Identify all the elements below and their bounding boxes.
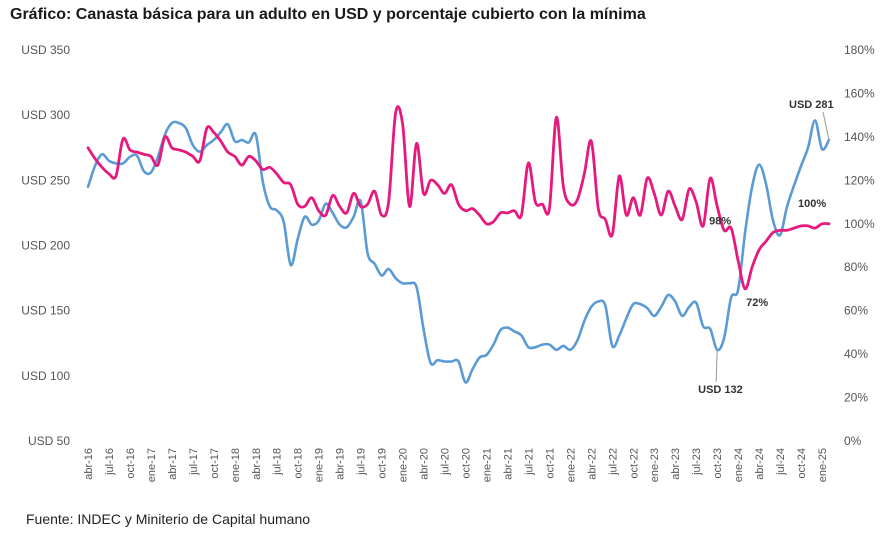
x-tick-label: ene-18	[230, 448, 242, 482]
annotation-label: 98%	[709, 215, 731, 227]
usd-series-line	[86, 119, 831, 384]
series-lines	[86, 105, 831, 384]
y-left-tick-label: USD 100	[21, 369, 70, 383]
x-tick-label: oct-18	[293, 448, 305, 479]
x-tick-label: ene-23	[649, 448, 661, 482]
x-tick-label: jul-18	[272, 448, 284, 476]
percent-series-line	[86, 105, 831, 291]
y-left-axis: USD 350 USD 300 USD 250 USD 200 USD 150 USD 1…	[21, 43, 70, 448]
x-tick-label: oct-19	[377, 448, 389, 479]
annotation-leader	[822, 111, 830, 141]
x-tick-label: oct-16	[125, 448, 137, 479]
y-right-tick-label: 100%	[844, 217, 875, 231]
x-tick-label: jul-24	[775, 448, 787, 476]
x-tick-label: ene-25	[817, 448, 829, 482]
x-tick-label: abr-24	[754, 448, 766, 480]
x-tick-label: oct-23	[712, 448, 724, 479]
chart-title: Gráfico: Canasta básica para un adulto e…	[10, 6, 646, 23]
x-tick-label: oct-22	[628, 448, 640, 479]
y-right-tick-label: 20%	[844, 391, 868, 405]
annotations: USD 281 100% 98% 72% USD 132	[698, 99, 833, 396]
annotation-label: 72%	[746, 297, 768, 309]
x-tick-label: oct-20	[460, 448, 472, 479]
x-tick-label: jul-22	[607, 448, 619, 476]
x-tick-label: abr-19	[335, 448, 347, 480]
y-left-tick-label: USD 350	[21, 43, 70, 57]
x-tick-label: abr-23	[670, 448, 682, 480]
x-tick-label: jul-17	[188, 448, 200, 476]
x-tick-label: oct-21	[544, 448, 556, 479]
x-tick-label: ene-24	[733, 448, 745, 482]
y-right-tick-label: 60%	[844, 304, 868, 318]
x-tick-label: abr-16	[83, 448, 95, 480]
y-left-tick-label: USD 300	[21, 108, 70, 122]
y-right-tick-label: 80%	[844, 260, 868, 274]
chart-source: Fuente: INDEC y Miniterio de Capital hum…	[26, 511, 311, 527]
y-left-tick-label: USD 150	[21, 304, 70, 318]
x-tick-label: ene-21	[481, 448, 493, 482]
y-left-tick-label: USD 250	[21, 173, 70, 187]
y-right-tick-label: 0%	[844, 434, 862, 448]
y-right-tick-label: 180%	[844, 43, 875, 57]
y-right-tick-label: 120%	[844, 173, 875, 187]
x-tick-label: jul-23	[691, 448, 703, 476]
x-axis: abr-16 jul-16 oct-16 ene-17 abr-17 jul-17 oct-…	[83, 448, 829, 482]
x-tick-label: abr-21	[502, 448, 514, 480]
x-tick-label: abr-17	[167, 448, 179, 480]
annotation-label: USD 132	[698, 384, 743, 396]
y-right-tick-label: 40%	[844, 347, 868, 361]
y-right-tick-label: 140%	[844, 130, 875, 144]
x-tick-label: jul-21	[523, 448, 535, 476]
x-tick-label: abr-20	[419, 448, 431, 480]
y-left-tick-label: USD 200	[21, 239, 70, 253]
x-tick-label: oct-17	[209, 448, 221, 479]
annotation-label: 100%	[798, 198, 826, 210]
y-left-tick-label: USD 50	[28, 434, 70, 448]
x-tick-label: jul-16	[104, 448, 116, 476]
x-tick-label: jul-20	[440, 448, 452, 476]
x-tick-label: jul-19	[356, 448, 368, 476]
x-tick-label: ene-20	[398, 448, 410, 482]
x-tick-label: ene-19	[314, 448, 326, 482]
x-tick-label: abr-22	[586, 448, 598, 480]
y-right-axis: 180% 160% 140% 120% 100% 80% 60% 40% 20% 0%	[844, 43, 875, 448]
annotation-leader	[715, 349, 718, 382]
x-tick-label: ene-22	[565, 448, 577, 482]
x-tick-label: ene-17	[146, 448, 158, 482]
x-tick-label: oct-24	[796, 448, 808, 479]
annotation-label: USD 281	[789, 99, 834, 111]
y-right-tick-label: 160%	[844, 86, 875, 100]
x-tick-label: abr-18	[251, 448, 263, 480]
